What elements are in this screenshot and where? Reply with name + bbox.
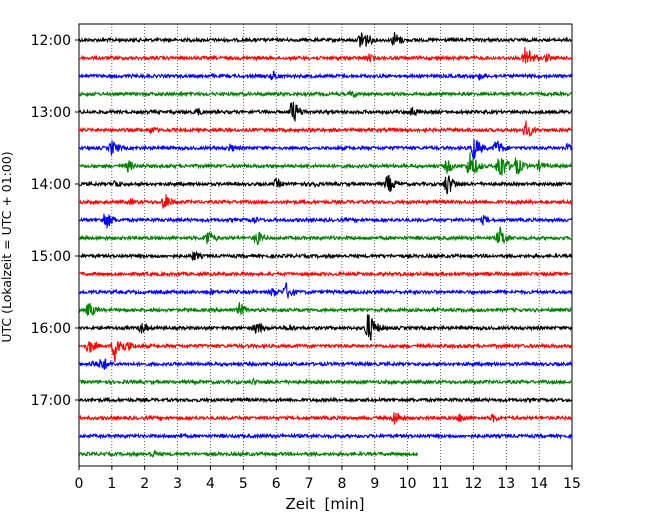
- x-tick-label: 9: [370, 476, 379, 492]
- y-tick-label: 17:00: [31, 393, 71, 409]
- trace-row: [78, 396, 573, 404]
- trace-row: [78, 412, 573, 425]
- x-tick-label: 7: [305, 476, 314, 492]
- x-axis-ticks: 0 1 2 3 4 5 6 7 8 9 10 11 12 13 14 15: [75, 466, 581, 492]
- trace-row: [78, 194, 573, 209]
- trace-row: [78, 341, 573, 363]
- y-tick-label: 12:00: [31, 33, 71, 49]
- trace-row: [78, 448, 419, 459]
- trace-row: [78, 213, 573, 229]
- x-tick-label: 11: [432, 476, 450, 492]
- y-tick-label: 15:00: [31, 249, 71, 265]
- trace-row: [78, 270, 573, 278]
- x-tick-label: 8: [337, 476, 346, 492]
- x-tick-label: 4: [206, 476, 215, 492]
- y-tick-label: 13:00: [31, 105, 71, 121]
- x-tick-label: 0: [75, 476, 84, 492]
- y-tick-label: 16:00: [31, 321, 71, 337]
- x-axis-label: Zeit [min]: [285, 495, 364, 513]
- x-tick-label: 13: [497, 476, 515, 492]
- x-tick-label: 12: [464, 476, 482, 492]
- x-tick-label: 2: [140, 476, 149, 492]
- plot-frame: [78, 23, 573, 467]
- y-tick-label: 14:00: [31, 177, 71, 193]
- x-tick-label: 10: [399, 476, 417, 492]
- trace-row: [78, 47, 573, 64]
- trace-row: [78, 250, 573, 262]
- x-tick-label: 6: [272, 476, 281, 492]
- trace-row: [78, 282, 573, 299]
- trace-row: [78, 313, 573, 341]
- trace-row: [78, 89, 573, 99]
- x-tick-label: 1: [107, 476, 116, 492]
- trace-row: [78, 139, 573, 160]
- x-tick-label: 5: [239, 476, 248, 492]
- trace-row: [78, 70, 573, 82]
- trace-row: [78, 32, 572, 48]
- x-tick-label: 3: [173, 476, 182, 492]
- y-axis-ticks: 12:00 13:00 14:00 15:00 16:00 17:00: [31, 33, 79, 409]
- trace-row: [78, 377, 573, 386]
- x-tick-label: 14: [530, 476, 548, 492]
- trace-row: [78, 432, 573, 440]
- trace-row: [78, 358, 573, 370]
- trace-group: [78, 32, 573, 459]
- y-axis-label: UTC (Lokalzeit = UTC + 01:00): [0, 151, 14, 342]
- trace-row: [78, 120, 573, 137]
- x-tick-label: 15: [563, 476, 581, 492]
- trace-row: [78, 101, 573, 122]
- trace-row: [78, 152, 573, 176]
- trace-row: [78, 301, 573, 317]
- trace-row: [78, 226, 573, 245]
- trace-row: [78, 174, 573, 195]
